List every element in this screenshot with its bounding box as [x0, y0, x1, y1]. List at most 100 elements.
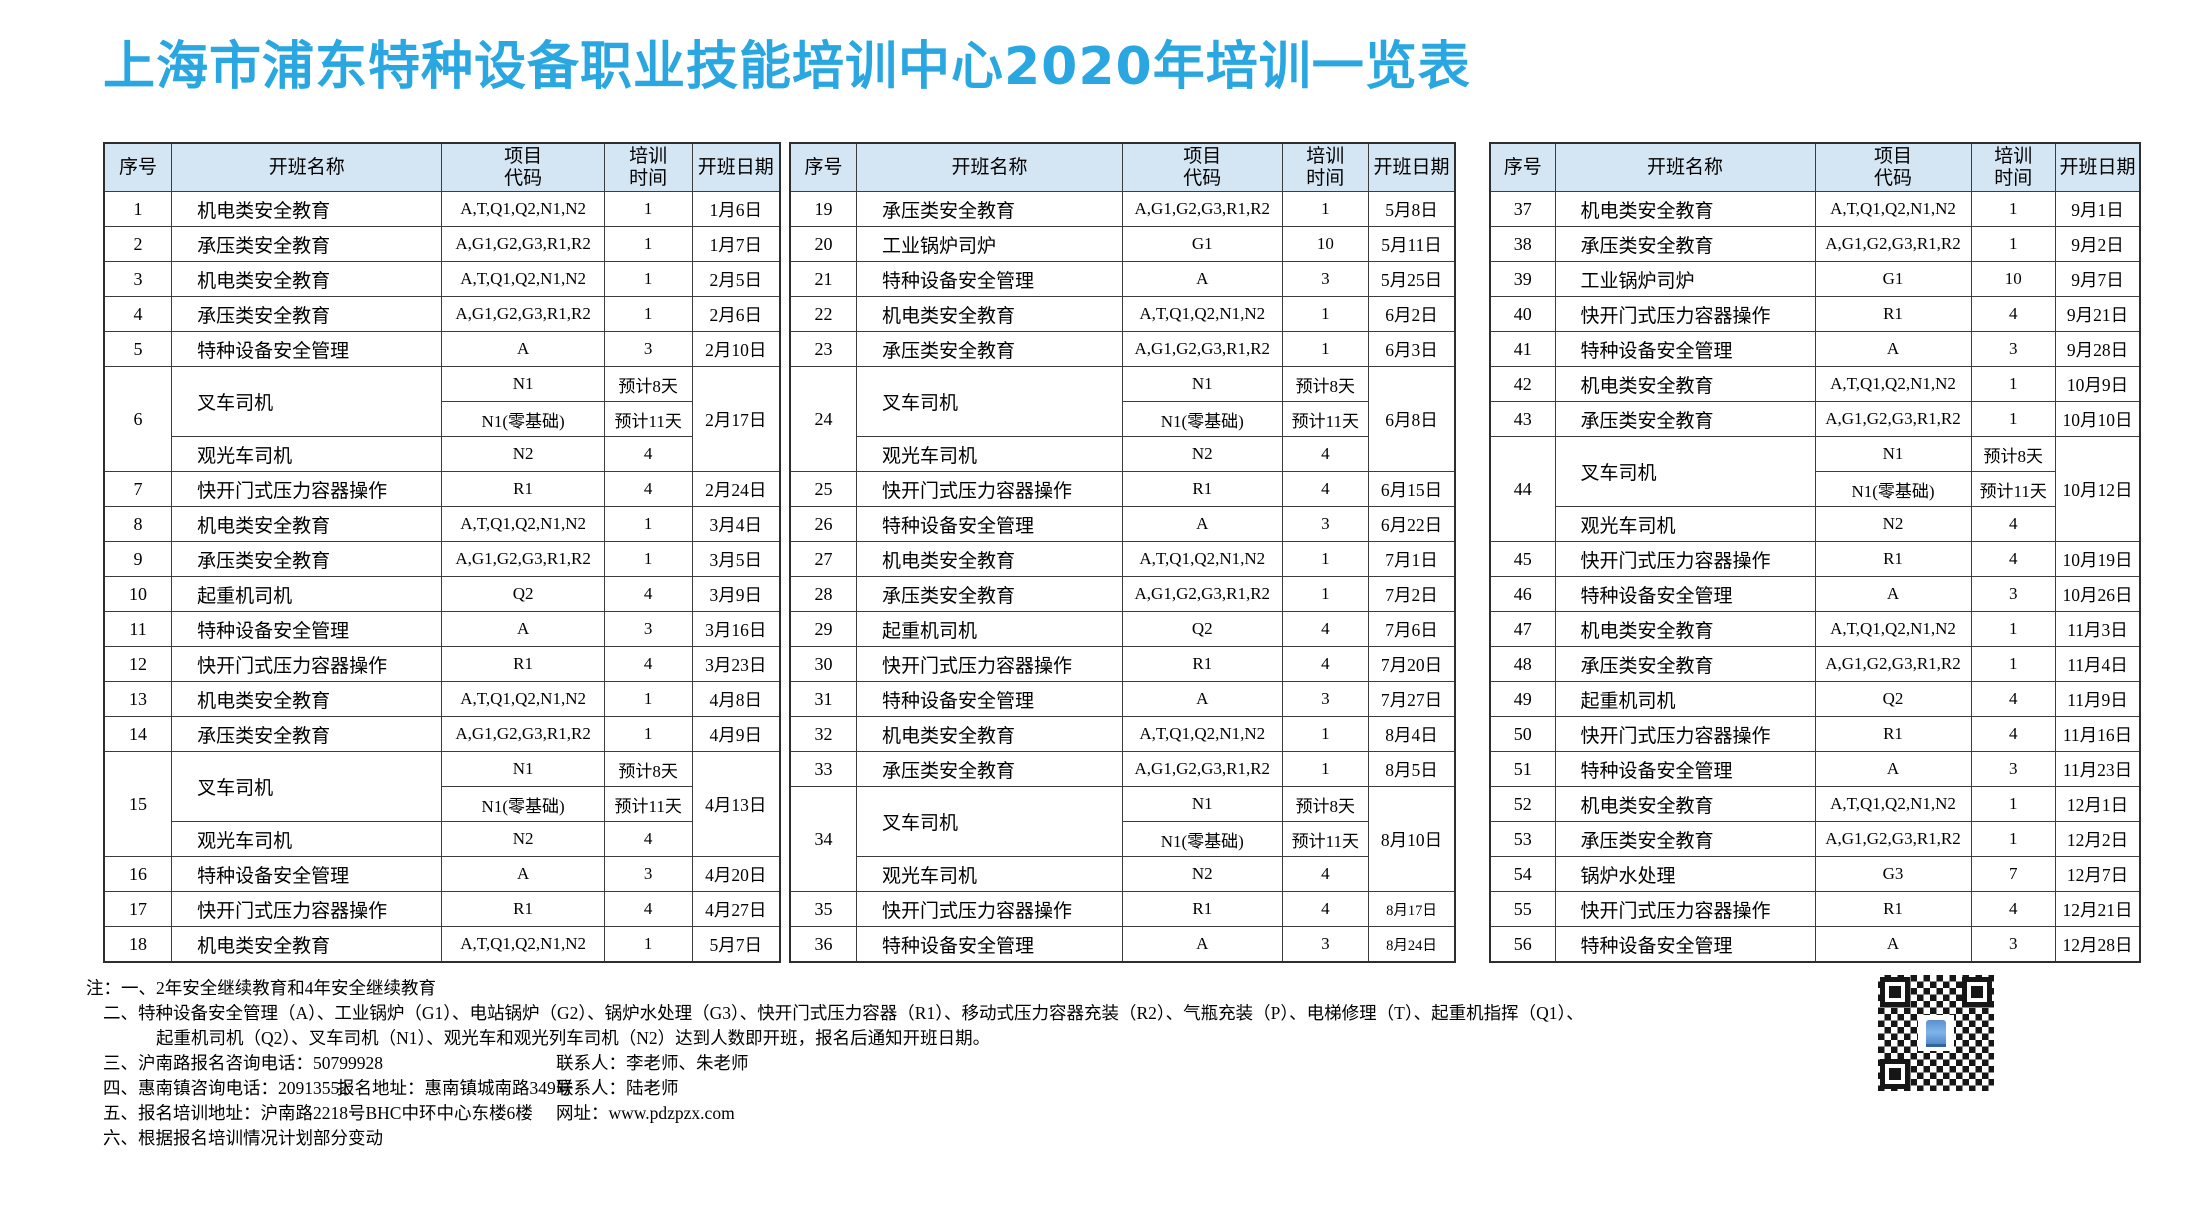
cell-class-name: 机电类安全教育 — [171, 926, 443, 963]
column-header: 培训 时间 — [1970, 142, 2056, 192]
cell-duration: 4 — [603, 891, 693, 927]
table-row: 观光车司机 N2 4 — [104, 821, 780, 857]
cell-class-name: 观光车司机 — [171, 436, 443, 472]
signup-address-huinan: 报名地址：惠南镇城南路349号 — [337, 1078, 574, 1098]
cell-seq: 50 — [1489, 716, 1556, 752]
cell-code: N2 — [441, 436, 605, 472]
cell-start-date: 1月6日 — [691, 191, 781, 227]
table-row: 8 机电类安全教育 A,T,Q1,Q2,N1,N2 1 3月4日 — [103, 506, 781, 542]
cell-code: R1 — [1814, 541, 1972, 577]
cell-duration: 1 — [603, 191, 693, 227]
cell-start-date: 8月4日 — [1368, 716, 1456, 752]
table-row: 44 叉车司机 N1 预计8天 10月12日 — [1489, 436, 2141, 542]
cell-code: Q2 — [441, 576, 605, 612]
cell-class-name: 快开门式压力容器操作 — [171, 891, 443, 927]
cell-code: A,T,Q1,Q2,N1,N2 — [1122, 541, 1283, 577]
qr-center — [1918, 1015, 1954, 1051]
table-row: 53 承压类安全教育 A,G1,G2,G3,R1,R2 1 12月2日 — [1489, 821, 2141, 857]
cell-duration: 1 — [1281, 751, 1370, 787]
column-header: 序号 — [103, 142, 173, 192]
cell-seq: 17 — [103, 891, 173, 927]
cell-seq: 44 — [1489, 436, 1556, 542]
table-row: 14 承压类安全教育 A,G1,G2,G3,R1,R2 1 4月9日 — [103, 716, 781, 752]
table-row: 13 机电类安全教育 A,T,Q1,Q2,N1,N2 1 4月8日 — [103, 681, 781, 717]
cell-code: A — [1814, 576, 1972, 612]
cell-code: A,G1,G2,G3,R1,R2 — [441, 716, 605, 752]
cell-class-name: 起重机司机 — [1554, 681, 1816, 717]
cell-start-date: 8月10日 — [1368, 786, 1456, 892]
cell-duration: 1 — [603, 506, 693, 542]
cell-code: N1 — [1122, 786, 1283, 822]
note-line-3: 三、沪南路报名咨询电话：50799928 联系人：李老师、朱老师 — [86, 1051, 1586, 1076]
cell-start-date: 9月7日 — [2055, 261, 2141, 297]
table-row: 观光车司机 N2 4 — [790, 856, 1455, 892]
cell-seq: 1 — [103, 191, 173, 227]
note-line-6: 六、根据报名培训情况计划部分变动 — [86, 1126, 1586, 1151]
cell-code: N1 — [1814, 436, 1972, 472]
table-row: 46 特种设备安全管理 A 3 10月26日 — [1489, 576, 2141, 612]
cell-code: A,G1,G2,G3,R1,R2 — [441, 226, 605, 262]
cell-start-date: 3月23日 — [691, 646, 781, 682]
cell-duration: 预计11天 — [1281, 401, 1370, 437]
cell-duration: 1 — [603, 226, 693, 262]
cell-seq: 23 — [789, 331, 857, 367]
cell-class-name: 特种设备安全管理 — [856, 506, 1123, 542]
note-line-2b: 起重机司机（Q2）、叉车司机（N1）、观光车和观光列车司机（N2）达到人数即开班… — [156, 1028, 991, 1048]
cell-code: A,G1,G2,G3,R1,R2 — [1122, 191, 1283, 227]
cell-class-name: 特种设备安全管理 — [1554, 331, 1816, 367]
cell-seq: 52 — [1489, 786, 1556, 822]
cell-duration: 预计8天 — [1281, 366, 1370, 402]
cell-class-name: 叉车司机 — [856, 786, 1123, 857]
cell-start-date: 6月22日 — [1368, 506, 1456, 542]
column-header: 项目 代码 — [1814, 142, 1972, 192]
table-row: 25 快开门式压力容器操作 R1 4 6月15日 — [789, 471, 1456, 507]
cell-seq: 9 — [103, 541, 173, 577]
table-row: 11 特种设备安全管理 A 3 3月16日 — [103, 611, 781, 647]
cell-seq: 30 — [789, 646, 857, 682]
cell-seq: 31 — [789, 681, 857, 717]
cell-seq: 49 — [1489, 681, 1556, 717]
note-line-4: 四、惠南镇咨询电话：20913552 报名地址：惠南镇城南路349号 联系人：陆… — [86, 1076, 1586, 1101]
cell-duration: 1 — [1970, 191, 2056, 227]
table-row: 52 机电类安全教育 A,T,Q1,Q2,N1,N2 1 12月1日 — [1489, 786, 2141, 822]
cell-seq: 26 — [789, 506, 857, 542]
cell-duration: 1 — [603, 296, 693, 332]
cell-start-date: 12月7日 — [2055, 856, 2141, 892]
cell-seq: 39 — [1489, 261, 1556, 297]
cell-class-name: 叉车司机 — [171, 366, 443, 437]
cell-start-date: 8月5日 — [1368, 751, 1456, 787]
cell-seq: 55 — [1489, 891, 1556, 927]
table-row: 17 快开门式压力容器操作 R1 4 4月27日 — [103, 891, 781, 927]
cell-code: N2 — [1814, 506, 1972, 542]
schedule-table-1: 序号 开班名称 项目 代码 培训 时间 开班日期 1 机电类安全教育 A,T,Q1,Q2,N1… — [103, 142, 781, 963]
cell-start-date: 8月24日 — [1368, 926, 1456, 963]
cell-code: R1 — [1814, 296, 1972, 332]
cell-code: N1 — [1122, 366, 1283, 402]
cell-code: Q2 — [1122, 611, 1283, 647]
schedule-table-region-3: 序号 开班名称 项目 代码 培训 时间 开班日期 37 机电类安全教育 A,T,Q1,Q2,N… — [1489, 142, 2141, 963]
cell-start-date: 12月1日 — [2055, 786, 2141, 822]
column-header: 开班日期 — [2055, 142, 2141, 192]
table-row: 15 叉车司机 N1 预计8天 4月13日 — [103, 751, 781, 857]
cell-code: A,T,Q1,Q2,N1,N2 — [1814, 191, 1972, 227]
qr-finder-bottom-left — [1880, 1059, 1910, 1089]
cell-duration: 1 — [1281, 716, 1370, 752]
cell-code: R1 — [441, 471, 605, 507]
cell-code: A,T,Q1,Q2,N1,N2 — [441, 261, 605, 297]
cell-code: N1(零基础) — [1122, 821, 1283, 857]
column-header: 开班日期 — [691, 142, 781, 192]
cell-seq: 10 — [103, 576, 173, 612]
cell-duration: 3 — [1281, 926, 1370, 963]
cell-start-date: 7月2日 — [1368, 576, 1456, 612]
note-line-1: 注：一、2年安全继续教育和4年安全继续教育 — [86, 978, 436, 998]
cell-duration: 预计11天 — [1281, 821, 1370, 857]
cell-code: A,T,Q1,Q2,N1,N2 — [1814, 786, 1972, 822]
cell-start-date: 3月9日 — [691, 576, 781, 612]
cell-seq: 35 — [789, 891, 857, 927]
qr-finder-top-left — [1880, 977, 1910, 1007]
cell-code: R1 — [1122, 471, 1283, 507]
cell-class-name: 特种设备安全管理 — [1554, 751, 1816, 787]
table-row: 37 机电类安全教育 A,T,Q1,Q2,N1,N2 1 9月1日 — [1489, 191, 2141, 227]
cell-duration: 1 — [603, 716, 693, 752]
schedule-table-2: 序号 开班名称 项目 代码 培训 时间 开班日期 19 承压类安全教育 A,G1,G2,G3,… — [789, 142, 1456, 963]
